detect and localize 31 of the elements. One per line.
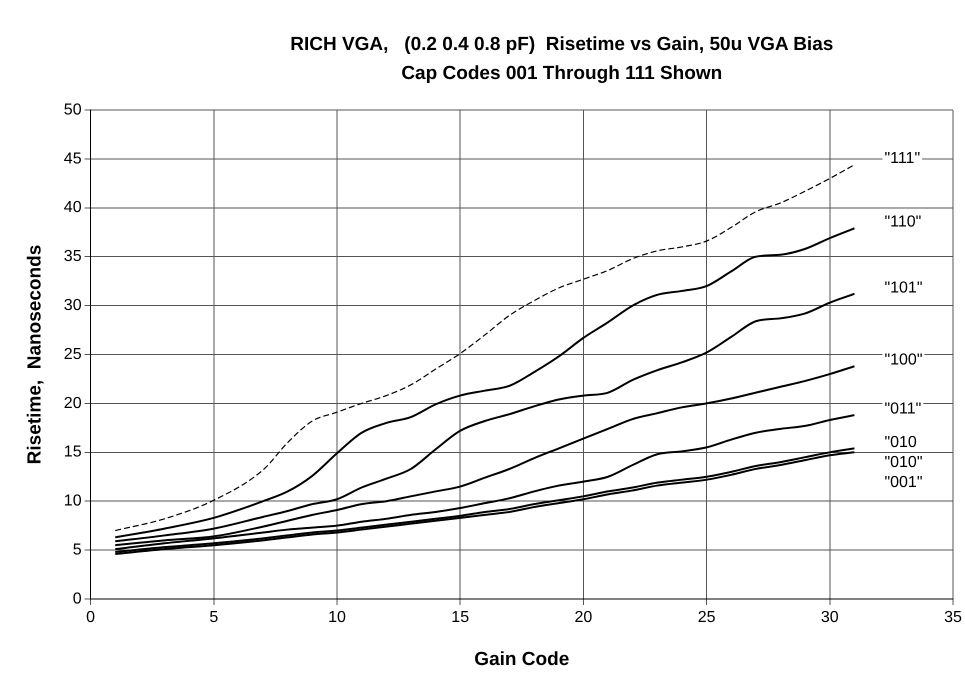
x-tick-label: 15	[451, 609, 470, 626]
x-tick-label: 20	[574, 609, 592, 626]
annotation: "110"	[884, 214, 922, 231]
y-tick-label: 10	[64, 492, 82, 510]
y-tick-label: 20	[64, 394, 82, 412]
annotation: "010	[884, 434, 917, 451]
y-tick-label: 35	[64, 248, 82, 266]
annotation: "001"	[884, 474, 922, 491]
x-tick-label: 5	[209, 609, 218, 626]
y-tick-label: 15	[64, 444, 82, 461]
x-tick-label: 25	[698, 609, 716, 626]
x-tick-label: 35	[944, 609, 962, 626]
annotation: "011"	[884, 400, 922, 418]
x-tick-label: 0	[86, 609, 96, 626]
x-tick-label: 10	[328, 609, 346, 626]
annotation: "100"	[884, 352, 922, 369]
annotation: "111"	[884, 150, 920, 168]
annotation: "101"	[884, 279, 922, 296]
y-tick-label: 30	[64, 297, 82, 314]
y-tick-label: 5	[72, 542, 82, 559]
chart-subtitle: Cap Codes 001 Through 111 Shown	[401, 63, 722, 84]
y-tick-label: 0	[72, 590, 82, 608]
y-tick-label: 45	[64, 150, 82, 168]
y-tick-label: 25	[64, 346, 82, 363]
annotation: "010"	[884, 454, 922, 471]
chart-title: RICH VGA, (0.2 0.4 0.8 pF) Risetime vs Gain, 50u VGA Bias	[290, 34, 834, 56]
x-axis-title: Gain Code	[474, 648, 570, 670]
y-tick-label: 40	[64, 199, 82, 216]
x-tick-label: 30	[820, 609, 839, 626]
y-tick-label: 50	[64, 101, 82, 118]
y-axis-title: Risetime, Nanoseconds	[24, 244, 46, 464]
